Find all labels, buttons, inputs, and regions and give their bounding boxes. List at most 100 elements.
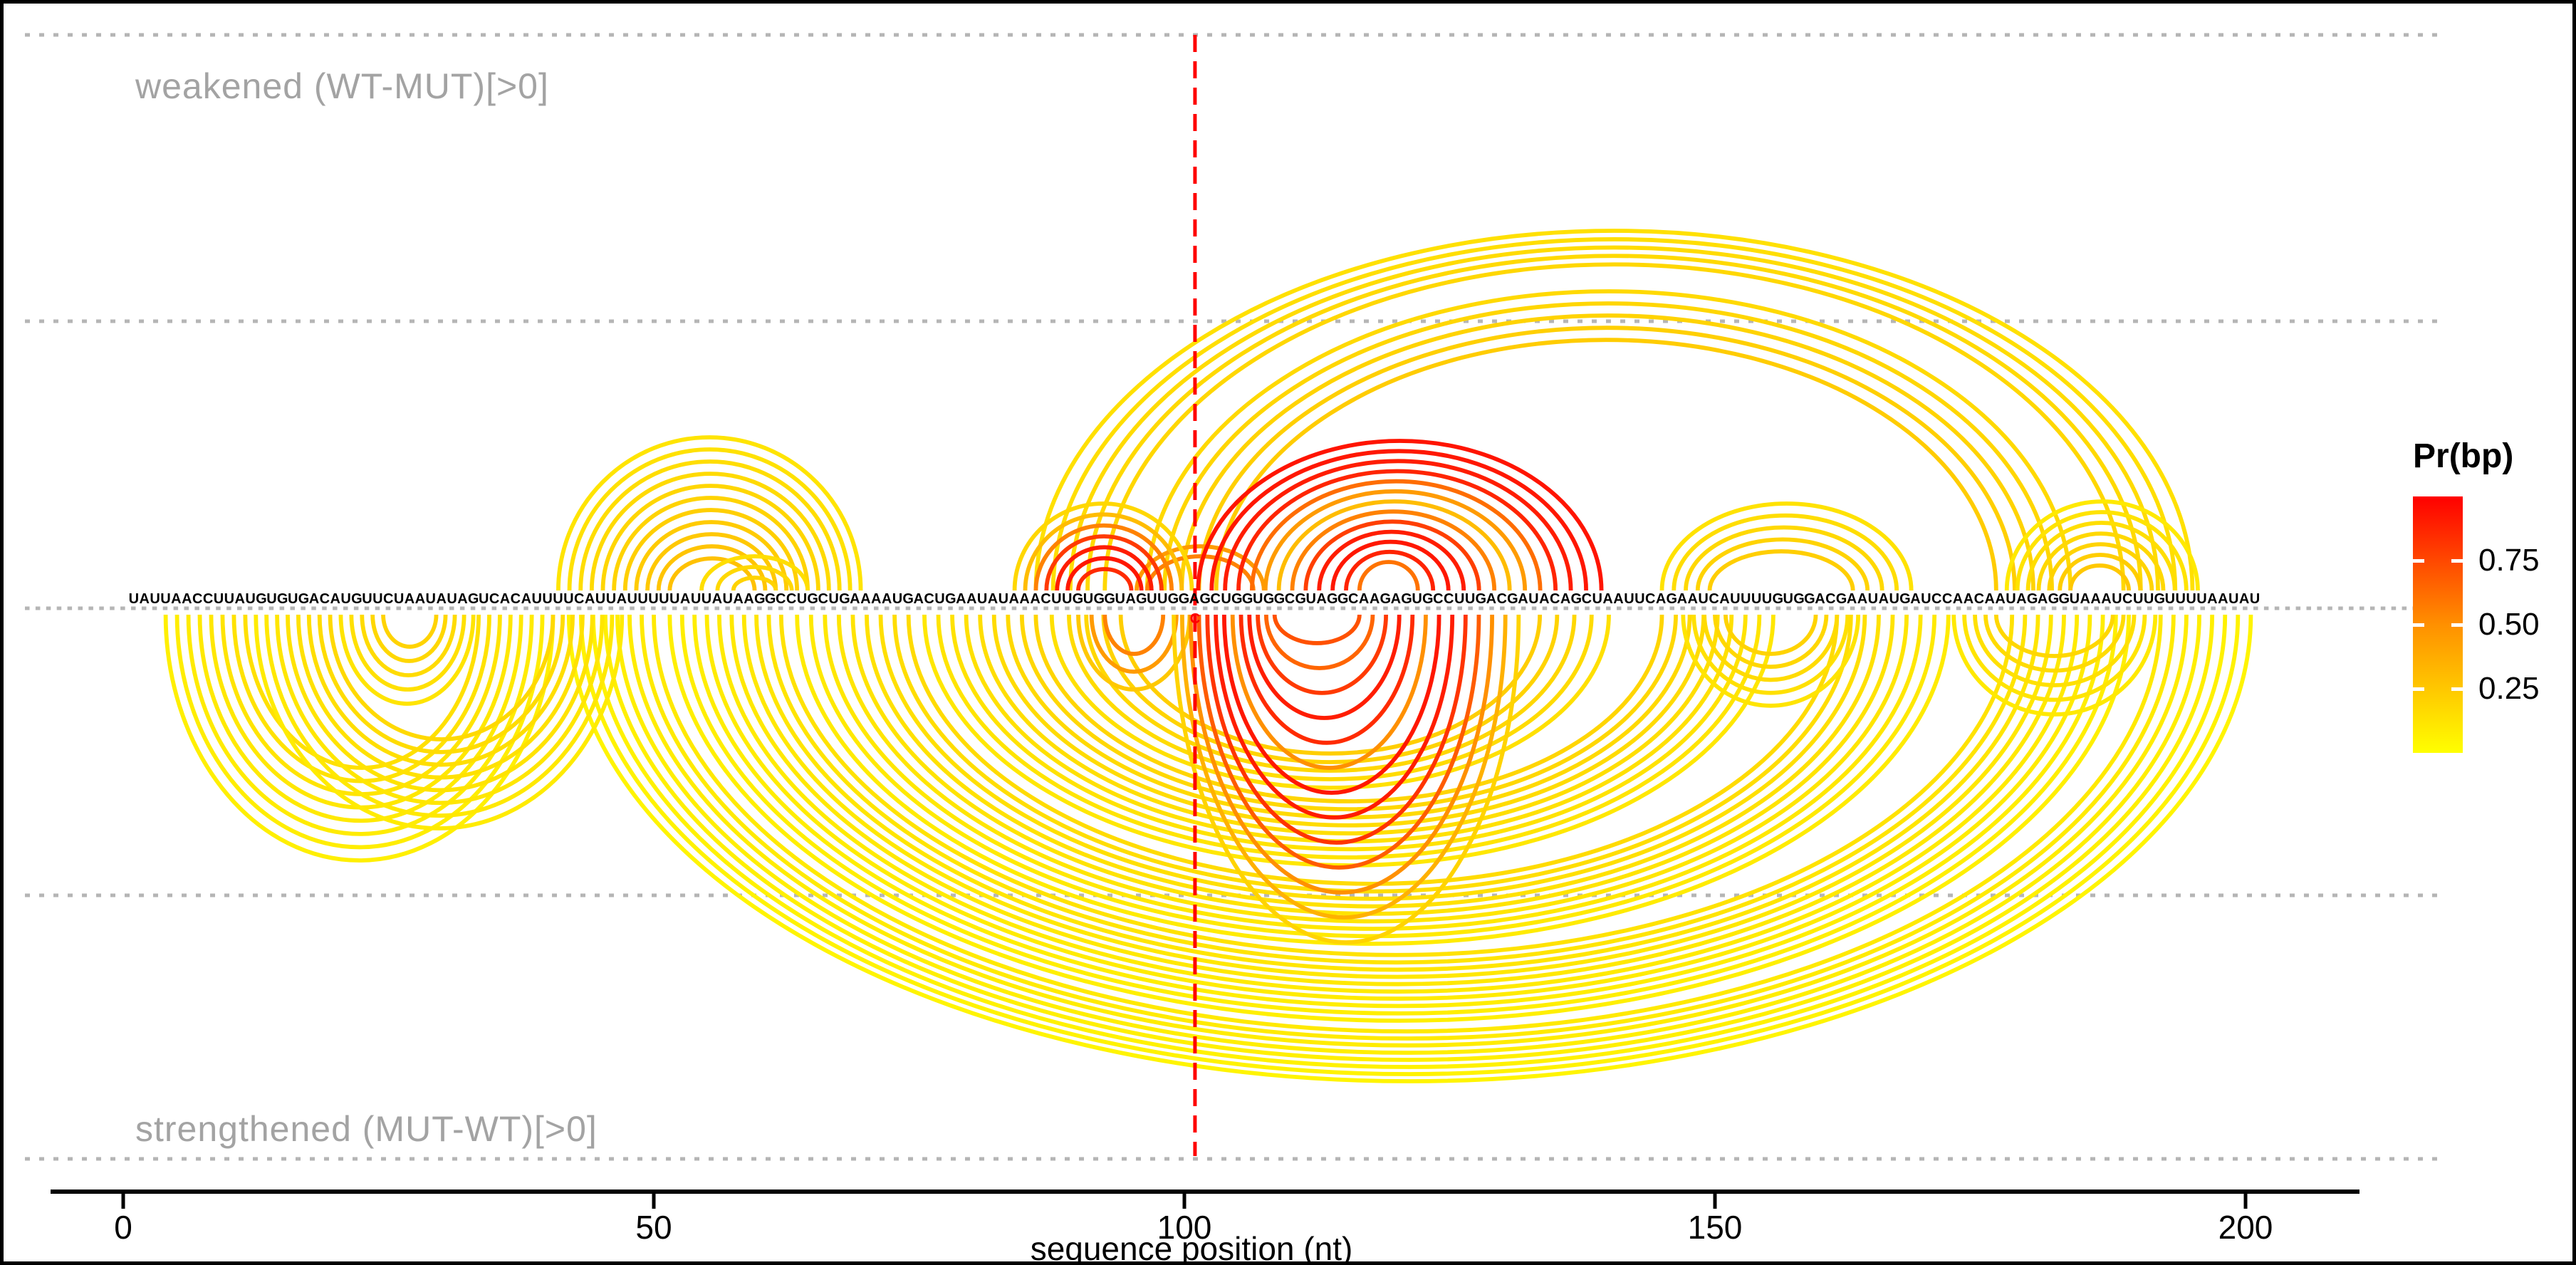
- bp-arc: [978, 614, 1720, 835]
- sequence-char: G: [1772, 591, 1783, 607]
- sequence-char: A: [1910, 591, 1921, 607]
- sequence-char: U: [796, 591, 808, 607]
- bp-arc: [741, 614, 2053, 979]
- sequence-char: U: [372, 591, 383, 607]
- sequence-char: A: [2101, 591, 2112, 607]
- sequence-char: A: [1189, 591, 1200, 607]
- sequence-char: G: [2058, 591, 2070, 607]
- bp-arc: [1102, 262, 2126, 591]
- bp-arc: [906, 614, 1840, 886]
- sequence-char: U: [1464, 591, 1476, 607]
- sequence-char: A: [966, 591, 977, 607]
- sequence-char: G: [1178, 591, 1190, 607]
- sequence-char: A: [1008, 591, 1019, 607]
- bp-arc: [1033, 229, 2195, 591]
- bp-arc: [679, 614, 2118, 1015]
- bp-arc: [2047, 542, 2154, 591]
- sequence-char: A: [139, 591, 150, 607]
- sequence-char: U: [722, 591, 733, 607]
- sequence-char: A: [2037, 591, 2048, 607]
- sequence-char: U: [1454, 591, 1465, 607]
- sequence-char: G: [1231, 591, 1243, 607]
- bp-arc: [1236, 469, 1558, 591]
- bp-arc: [627, 614, 2189, 1048]
- bp-arc: [1196, 326, 2017, 591]
- sequence-char: U: [669, 591, 680, 607]
- bp-arc: [1144, 289, 2073, 591]
- sequence-char: G: [1422, 591, 1434, 607]
- axis-tick-label: 200: [2218, 1209, 2273, 1246]
- legend-tick-label: 0.50: [2478, 607, 2540, 642]
- mutation-base: C: [1189, 611, 1201, 627]
- sequence-char: U: [2196, 591, 2207, 607]
- sequence-char: G: [1793, 591, 1805, 607]
- sequence-char: G: [2048, 591, 2060, 607]
- sequence-char: C: [1549, 591, 1560, 607]
- bp-arc: [1695, 537, 1870, 591]
- sequence-char: U: [542, 591, 553, 607]
- bp-arc: [1102, 614, 1166, 656]
- sequence-char: U: [1634, 591, 1645, 607]
- sequence-char: U: [828, 591, 839, 607]
- sequence-char: U: [690, 591, 702, 607]
- sequence-char: A: [1518, 591, 1528, 607]
- bp-arc: [1249, 479, 1543, 591]
- sequence-char: A: [1316, 591, 1327, 607]
- sequence-char: U: [892, 591, 903, 607]
- sequence-char: U: [224, 591, 235, 607]
- sequence-char: U: [362, 591, 372, 607]
- sequence-char: U: [1740, 591, 1751, 607]
- bp-arc: [1055, 545, 1154, 591]
- sequence-char: G: [351, 591, 363, 607]
- bp-arc: [1724, 614, 1818, 656]
- bp-arc: [1033, 523, 1174, 591]
- bp-arc: [1239, 614, 1415, 744]
- sequence-char: A: [1125, 591, 1136, 607]
- sequence-char: C: [382, 591, 394, 607]
- axis-title: sequence position (nt): [1030, 1230, 1353, 1265]
- sequence-char: U: [1889, 591, 1899, 607]
- sequence-char: A: [1358, 591, 1370, 607]
- sequence-char: G: [1899, 591, 1911, 607]
- sequence-char: U: [213, 591, 224, 607]
- sequence-char: A: [1369, 591, 1380, 607]
- sequence-char: U: [648, 591, 659, 607]
- sequence-char: U: [1061, 591, 1073, 607]
- bp-arc: [1023, 512, 1184, 591]
- sequence-char: G: [944, 591, 956, 607]
- bp-arc: [823, 614, 1923, 931]
- bp-arc: [1263, 614, 1375, 670]
- sequence-char: U: [1412, 591, 1422, 607]
- sequence-char: C: [1041, 591, 1051, 607]
- sequence-char: U: [1761, 591, 1773, 607]
- bp-arc: [778, 614, 2015, 957]
- bp-arc: [1068, 245, 2160, 591]
- sequence-char: U: [340, 591, 351, 607]
- sequence-char: C: [574, 591, 585, 607]
- sequence-char: G: [1804, 591, 1815, 607]
- bp-arc: [1012, 501, 1194, 591]
- bp-arc: [566, 614, 2253, 1083]
- bp-arc: [306, 614, 575, 767]
- bp-arc: [174, 614, 545, 850]
- bp-arc: [1713, 614, 1829, 670]
- sequence-char: U: [1305, 591, 1316, 607]
- sequence-char: A: [1846, 591, 1857, 607]
- sequence-char: A: [881, 591, 892, 607]
- bp-arc: [1330, 539, 1451, 591]
- bp-arc: [1196, 614, 1481, 870]
- bp-arc: [991, 614, 1706, 828]
- bp-arc: [567, 447, 852, 591]
- sequence-char: U: [2143, 591, 2154, 607]
- sequence-char: G: [467, 591, 479, 607]
- sequence-char: U: [393, 591, 405, 607]
- sequence-char: A: [1952, 591, 1964, 607]
- bp-arc: [1135, 544, 1266, 591]
- bp-arc: [1205, 614, 1468, 845]
- sequence-char: U: [245, 591, 256, 607]
- bp-arc: [699, 554, 810, 591]
- sequence-char: A: [744, 591, 754, 607]
- colorbar-tick-mark: [2413, 559, 2424, 563]
- sequence-char: G: [1104, 591, 1115, 607]
- sequence-char: U: [2132, 591, 2144, 607]
